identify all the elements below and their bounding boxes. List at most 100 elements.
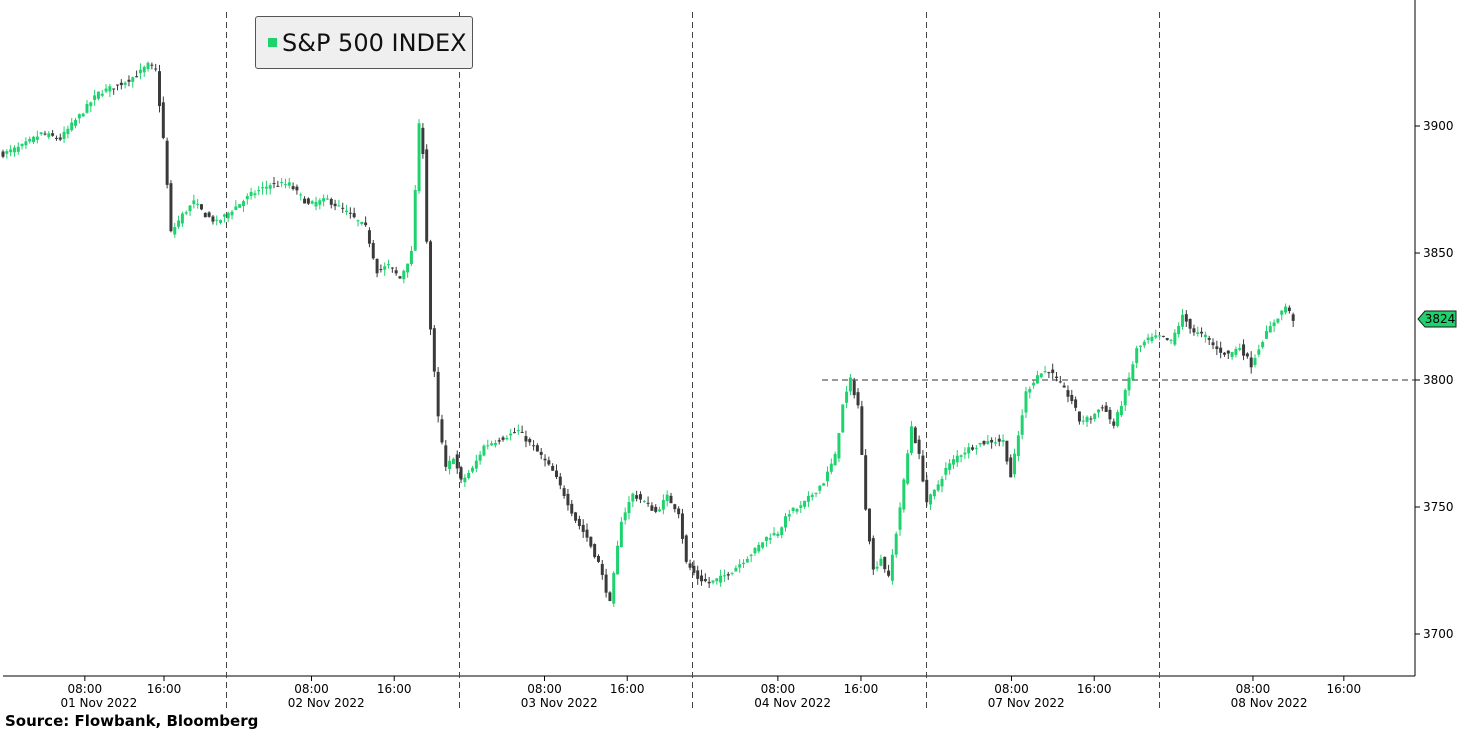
candle-body — [440, 419, 444, 443]
candle-body — [161, 102, 165, 138]
candle-body — [749, 554, 753, 557]
candle-body — [730, 572, 734, 574]
day-label: 01 Nov 2022 — [60, 696, 137, 710]
candle-body — [665, 494, 669, 501]
y-tick-label: 3750 — [1423, 500, 1454, 514]
candle-body — [1127, 377, 1131, 391]
candle-body — [524, 436, 528, 442]
candle-body — [1077, 411, 1081, 422]
candle-body — [444, 445, 448, 467]
candle-body — [776, 533, 780, 536]
candle-body — [207, 212, 211, 217]
candle-body — [70, 122, 74, 131]
candle-body — [944, 467, 948, 475]
candle-body — [837, 433, 841, 459]
candle-body — [658, 509, 662, 512]
candle-body — [291, 186, 295, 190]
candle-body — [684, 535, 688, 562]
candle-body — [932, 489, 936, 497]
candle-body — [589, 536, 593, 547]
candle-body — [551, 465, 555, 471]
candle-body — [249, 191, 253, 196]
candle-body — [1264, 331, 1268, 339]
candle-body — [1, 151, 5, 157]
candle-body — [96, 91, 100, 99]
candle-body — [1215, 346, 1219, 349]
candle-body — [222, 214, 226, 217]
y-tick-label: 3700 — [1423, 627, 1454, 641]
x-tick-label: 16:00 — [1077, 682, 1112, 696]
candle-body — [12, 147, 16, 153]
candle-body — [1074, 399, 1078, 408]
candle-body — [1047, 372, 1051, 374]
candle-body — [822, 483, 826, 486]
candle-body — [32, 136, 36, 143]
candle-body — [1089, 418, 1093, 420]
candle-body — [184, 212, 188, 214]
candle-body — [100, 93, 104, 96]
x-tick-label: 08:00 — [761, 682, 796, 696]
candle-body — [577, 518, 581, 527]
candle-body — [963, 452, 967, 455]
candle-body — [474, 460, 478, 469]
candle-body — [616, 545, 620, 575]
candle-body — [711, 580, 715, 583]
candle-body — [803, 500, 807, 507]
candle-body — [371, 242, 375, 259]
candle-body — [16, 146, 20, 152]
candle-body — [158, 71, 161, 107]
candle-body — [66, 128, 70, 135]
candle-body — [1108, 409, 1112, 420]
x-tick-label: 16:00 — [844, 682, 879, 696]
candle-body — [520, 431, 524, 433]
candle-body — [574, 512, 578, 521]
candle-body — [5, 151, 9, 154]
candle-body — [1196, 332, 1200, 335]
candle-body — [390, 267, 394, 269]
candle-body — [1005, 440, 1009, 462]
candle-body — [482, 445, 486, 456]
x-tick-label: 08:00 — [294, 682, 329, 696]
candle-body — [245, 196, 249, 200]
candle-body — [463, 477, 467, 483]
candle-body — [1158, 335, 1162, 337]
candle-body — [333, 203, 337, 207]
candle-body — [303, 198, 307, 204]
candle-body — [314, 202, 318, 207]
candle-body — [562, 488, 566, 496]
candle-body — [1226, 350, 1230, 354]
candle-body — [272, 183, 276, 185]
candle-body — [753, 548, 757, 554]
candle-body — [226, 212, 230, 219]
candle-body — [264, 186, 268, 189]
candle-body — [1119, 405, 1123, 416]
candle-body — [1291, 314, 1295, 321]
day-label: 04 Nov 2022 — [754, 696, 831, 710]
x-tick-label: 08:00 — [527, 682, 562, 696]
candle-body — [1100, 407, 1104, 409]
candle-body — [432, 328, 436, 372]
candle-body — [1284, 306, 1288, 313]
candle-body — [119, 82, 123, 86]
candle-body — [887, 570, 891, 576]
candle-body — [604, 574, 608, 593]
y-tick-label: 3850 — [1423, 246, 1454, 260]
candle-body — [1234, 349, 1238, 355]
candle-body — [1238, 348, 1242, 350]
candle-body — [986, 441, 990, 444]
candle-body — [509, 433, 513, 436]
candle-body — [383, 266, 387, 270]
candle-body — [108, 86, 112, 92]
candle-body — [325, 198, 329, 200]
candle-body — [902, 479, 906, 510]
candle-body — [883, 556, 887, 570]
candle-body — [818, 485, 822, 491]
candle-body — [1207, 338, 1211, 340]
candle-body — [761, 542, 765, 548]
candle-body — [1230, 352, 1234, 358]
candle-body — [787, 514, 791, 517]
candle-body — [1268, 326, 1272, 333]
candle-body — [295, 186, 299, 191]
plot-area: 3700 3750 3800 3850 3900 08:00 16:00 01 Nov 202… — [1, 0, 1457, 710]
